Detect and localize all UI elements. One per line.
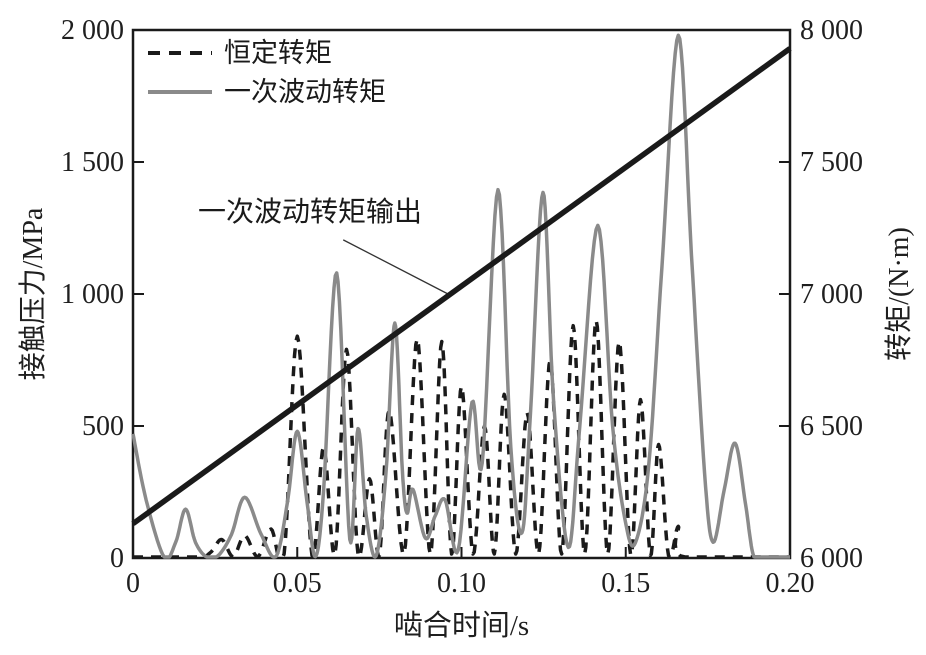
svg-text:0.15: 0.15 (601, 568, 650, 599)
x-axis-title: 啮合时间/s (393, 610, 530, 642)
legend: 恒定转矩 一次波动转矩 (148, 38, 386, 107)
solid-line-sample-icon (148, 90, 212, 94)
left-axis-title: 接触压力/MPa (18, 207, 49, 381)
svg-text:6 000: 6 000 (800, 543, 863, 574)
svg-text:0: 0 (126, 568, 140, 599)
legend-item-constant-torque: 恒定转矩 (148, 38, 386, 68)
svg-text:1 000: 1 000 (61, 279, 124, 310)
annotation-label: 一次波动转矩输出 (198, 197, 423, 228)
legend-item-fluctuating-torque: 一次波动转矩 (148, 77, 386, 107)
svg-text:7 000: 7 000 (800, 279, 863, 310)
svg-text:7 500: 7 500 (800, 147, 863, 178)
svg-text:500: 500 (82, 411, 124, 442)
svg-text:1 500: 1 500 (61, 147, 124, 178)
svg-text:6 500: 6 500 (800, 411, 863, 442)
svg-text:0.10: 0.10 (437, 568, 486, 599)
legend-label: 一次波动转矩 (224, 77, 386, 107)
right-axis-title: 转矩/(N·m) (884, 227, 915, 361)
legend-label: 恒定转矩 (224, 38, 332, 68)
dashed-line-sample-icon (148, 51, 212, 55)
svg-text:2 000: 2 000 (61, 15, 124, 46)
svg-text:0.20: 0.20 (766, 568, 815, 599)
svg-text:0.05: 0.05 (273, 568, 322, 599)
svg-text:8 000: 8 000 (800, 15, 863, 46)
svg-text:0: 0 (110, 543, 124, 574)
